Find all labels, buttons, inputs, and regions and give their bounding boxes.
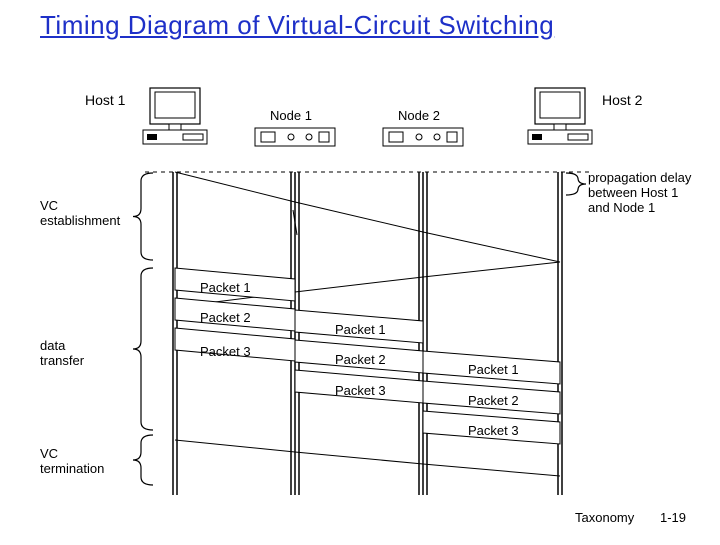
host1-label: Host 1 [85,92,125,108]
phase-data-transfer: data transfer [40,338,84,368]
prop-delay-label: propagation delay between Host 1 and Nod… [588,170,691,215]
packet-label: Packet 1 [335,322,386,337]
packet-label: Packet 2 [468,393,519,408]
packet-label: Packet 2 [335,352,386,367]
diagram-svg [0,0,720,540]
footer-taxonomy: Taxonomy [575,510,634,525]
node1-label: Node 1 [270,108,312,123]
packet-label: Packet 3 [200,344,251,359]
diagram-stage [0,0,720,540]
node2-label: Node 2 [398,108,440,123]
footer-page: 1-19 [660,510,686,525]
phase-vc-establishment: VC establishment [40,198,120,228]
packet-label: Packet 2 [200,310,251,325]
packet-label: Packet 1 [200,280,251,295]
packet-label: Packet 1 [468,362,519,377]
packet-label: Packet 3 [468,423,519,438]
host2-label: Host 2 [602,92,642,108]
phase-vc-termination: VC termination [40,446,104,476]
packet-label: Packet 3 [335,383,386,398]
